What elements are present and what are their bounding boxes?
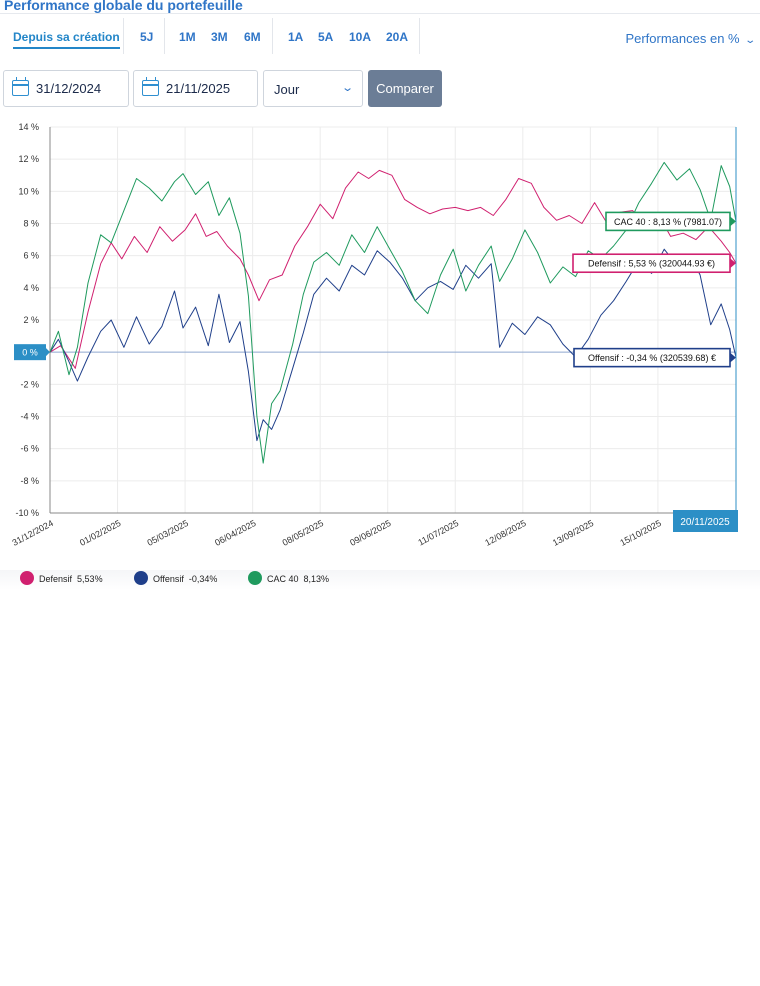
filter-bar: 31/12/2024 21/11/2025 Jour ⌄ Comparer <box>0 70 760 108</box>
legend-name: Defensif <box>39 574 73 584</box>
legend-item-cac40[interactable]: CAC 40 8,13% <box>248 571 330 586</box>
period-divider <box>123 18 124 54</box>
period-tab-6m[interactable]: 6M <box>244 30 261 44</box>
period-tab-5j[interactable]: 5J <box>140 30 154 44</box>
legend-value: 8,13% <box>303 574 330 584</box>
value-callout-label: Offensif : -0,34 % (320539.68) € <box>588 353 716 363</box>
zero-label: 0 % <box>22 348 38 358</box>
y-tick-label: -2 % <box>20 379 39 389</box>
y-tick-label: 2 % <box>23 315 39 325</box>
y-tick-label: 14 % <box>18 122 39 132</box>
cursor-date-label: 20/11/2025 <box>680 517 730 528</box>
series-line-cac-40 <box>49 161 737 464</box>
x-tick-label: 15/10/2025 <box>618 518 662 548</box>
granularity-value: Jour <box>274 82 300 97</box>
y-tick-label: 6 % <box>23 251 39 261</box>
period-tab-5a[interactable]: 5A <box>318 30 334 44</box>
end-date-field[interactable]: 21/11/2025 <box>133 70 258 107</box>
legend-value: -0,34% <box>188 574 218 584</box>
legend-dot-icon <box>248 571 262 586</box>
legend-dot-icon <box>134 571 148 586</box>
page-title: Performance globale du portefeuille <box>4 0 243 13</box>
period-selector: Depuis sa création 5J 1M 3M 6M 1A 5A 10A… <box>0 18 760 54</box>
granularity-select[interactable]: Jour ⌄ <box>263 70 363 107</box>
value-callout-pointer <box>730 216 736 227</box>
display-mode-select[interactable]: Performances en % ⌄ <box>625 31 756 46</box>
series-line-defensif <box>49 169 737 369</box>
period-divider <box>272 18 273 54</box>
start-date-field[interactable]: 31/12/2024 <box>3 70 129 107</box>
x-tick-label: 05/03/2025 <box>146 518 190 548</box>
legend-dot-icon <box>20 571 34 586</box>
period-tab-10a[interactable]: 10A <box>349 30 372 44</box>
x-tick-label: 13/09/2025 <box>551 518 595 548</box>
period-tab-since-creation[interactable]: Depuis sa création <box>13 30 120 49</box>
cursor-date-box <box>673 510 738 532</box>
y-tick-label: -4 % <box>20 412 39 422</box>
value-callout-pointer <box>730 258 736 269</box>
y-tick-label: -10 % <box>15 508 39 518</box>
period-tab-1m[interactable]: 1M <box>179 30 196 44</box>
x-tick-label: 01/02/2025 <box>78 518 122 548</box>
legend-name: CAC 40 <box>267 574 299 584</box>
series-line-offensif <box>49 248 737 442</box>
period-tab-1a[interactable]: 1A <box>288 30 304 44</box>
value-callout-label: CAC 40 : 8,13 % (7981.07) <box>614 217 722 227</box>
value-callout-pointer <box>730 352 736 363</box>
performance-chart[interactable]: 14 % 12 % 10 % 8 % 6 % 4 % 2 % -2 % -4 % -6 % -8 %… <box>0 118 760 568</box>
period-divider <box>164 18 165 54</box>
period-tab-3m[interactable]: 3M <box>211 30 228 44</box>
zero-label-box <box>14 344 46 361</box>
x-tick-label: 12/08/2025 <box>483 518 527 548</box>
end-date-value: 21/11/2025 <box>166 81 231 96</box>
period-divider <box>419 18 420 54</box>
legend-item-defensif[interactable]: Defensif 5,53% <box>20 571 103 586</box>
x-tick-label: 11/07/2025 <box>416 518 460 548</box>
compare-button[interactable]: Comparer <box>368 70 442 107</box>
start-date-value: 31/12/2024 <box>36 81 102 96</box>
period-tab-20a[interactable]: 20A <box>386 30 409 44</box>
y-tick-label: -6 % <box>20 444 39 454</box>
y-tick-label: 10 % <box>18 186 39 196</box>
y-tick-label: 12 % <box>18 154 39 164</box>
legend-name: Offensif <box>153 574 184 584</box>
value-callout-label: Defensif : 5,53 % (320044.93 €) <box>588 259 715 269</box>
x-tick-label: 31/12/2024 <box>10 518 54 548</box>
chevron-down-icon: ⌄ <box>340 82 354 94</box>
y-tick-label: 8 % <box>23 219 39 229</box>
chart-legend: Defensif 5,53% Offensif -0,34% CAC 40 8,… <box>0 570 760 590</box>
legend-value: 5,53% <box>77 574 103 584</box>
chevron-down-icon: ⌄ <box>743 35 756 46</box>
x-tick-label: 06/04/2025 <box>213 518 257 548</box>
display-mode-label: Performances en % <box>625 31 740 46</box>
calendar-icon <box>12 77 29 96</box>
zero-label-pointer <box>46 348 50 357</box>
calendar-icon <box>142 77 159 96</box>
y-tick-label: -8 % <box>20 476 39 486</box>
y-tick-label: 4 % <box>23 283 39 293</box>
x-tick-label: 09/06/2025 <box>348 518 392 548</box>
x-tick-label: 08/05/2025 <box>281 518 325 548</box>
legend-item-offensif[interactable]: Offensif -0,34% <box>134 571 218 586</box>
top-strip <box>0 0 760 14</box>
